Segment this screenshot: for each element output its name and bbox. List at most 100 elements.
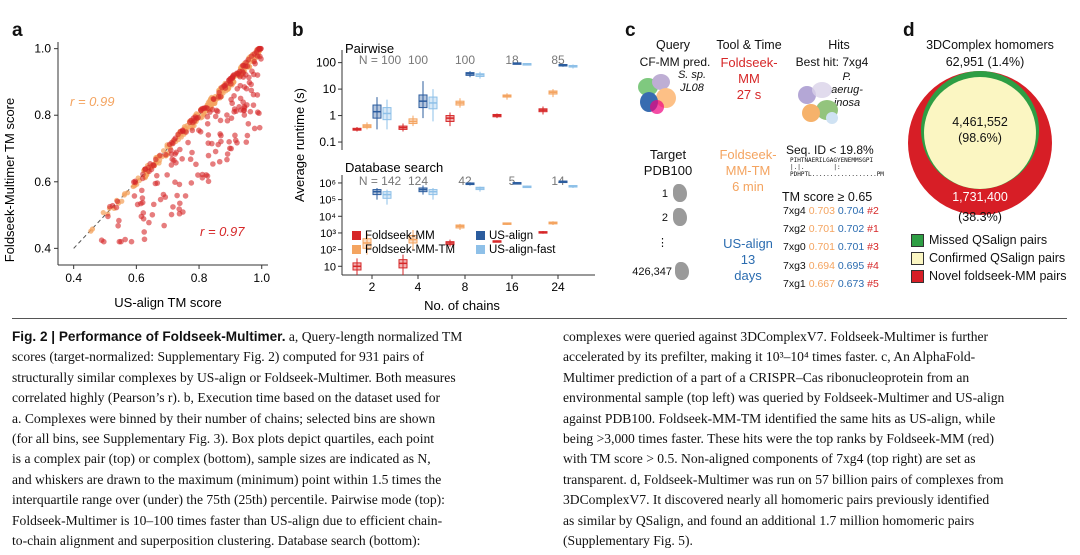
tm-score-row: 7xg3 0.694 0.695 #4 bbox=[783, 260, 879, 272]
panel-a-scatter: 0.4 0.4 0.6 0.6 0.8 0.8 1.0 1.0 Foldseek-Multim… bbox=[2, 42, 270, 310]
target-structure-icon bbox=[673, 208, 687, 226]
scatter-point-red bbox=[245, 120, 252, 127]
scatter-point-red bbox=[193, 161, 199, 168]
scatter-point-red bbox=[218, 138, 224, 145]
scatter-point-red bbox=[160, 191, 167, 198]
tm-row-id: 7xg0 bbox=[783, 241, 806, 254]
scatter-point-red bbox=[241, 112, 248, 118]
scatter-point-red bbox=[203, 104, 209, 111]
scatter-point-red bbox=[157, 196, 164, 203]
y-tick-label: 10 bbox=[324, 261, 336, 273]
scatter-point-red bbox=[142, 166, 149, 172]
scatter-point-red bbox=[244, 132, 251, 139]
tm-row-score-fmmtm: 0.694 bbox=[805, 259, 835, 272]
scatter-point-red bbox=[253, 49, 260, 55]
panel-d-title: 3DComplex homomers bbox=[926, 38, 1054, 52]
panel-d-label: d bbox=[903, 20, 915, 41]
scatter-point-red bbox=[195, 172, 201, 178]
caption-line: accelerated by its prefilter, making it … bbox=[563, 349, 976, 365]
scatter-point-red bbox=[162, 151, 169, 158]
scatter-point-red bbox=[189, 127, 196, 134]
tm-row-id: 7xg1 bbox=[783, 277, 806, 290]
scatter-point-orange bbox=[160, 148, 167, 154]
x-tick-label: 8 bbox=[462, 280, 469, 294]
legend-novel-label: Novel foldseek-MM pairs bbox=[929, 269, 1067, 283]
y-tick-label: 0.1 bbox=[319, 135, 336, 149]
panel-b-label: b bbox=[292, 20, 304, 41]
col-hits: Hits bbox=[828, 38, 850, 52]
panel-a-r-orange: r = 0.99 bbox=[70, 94, 114, 109]
scatter-point-red bbox=[248, 81, 254, 88]
y-tick-label: 10⁵ bbox=[319, 195, 336, 207]
caption-line: environmental sample (top left) was quer… bbox=[563, 390, 1005, 406]
scatter-point-red bbox=[232, 137, 239, 144]
scatter-point-red bbox=[243, 139, 250, 145]
caption-right-column: complexes were queried against 3DComplex… bbox=[563, 327, 1073, 551]
scatter-point-orange bbox=[156, 160, 162, 166]
scatter-point-red bbox=[116, 238, 123, 245]
scatter-point-red bbox=[189, 149, 195, 156]
y-tick-label: 1 bbox=[329, 109, 336, 123]
caption-line: interquartile range over (under) the 75t… bbox=[12, 492, 445, 508]
scatter-point-red bbox=[161, 222, 167, 229]
target-idx-last: 426,347 bbox=[632, 266, 672, 278]
target-structure-icon bbox=[675, 262, 689, 280]
panel-a-label: a bbox=[12, 20, 23, 41]
sample-size-label: N = 142 bbox=[359, 174, 402, 188]
scatter-point-red bbox=[185, 139, 191, 146]
x-tick-label: 4 bbox=[415, 280, 422, 294]
scatter-point-red bbox=[226, 139, 232, 145]
target-idx-dots: ⋮ bbox=[657, 237, 668, 249]
seq-id: Seq. ID < 19.8% bbox=[786, 143, 874, 157]
scatter-point-red bbox=[169, 156, 176, 163]
legend-swatch bbox=[476, 245, 485, 254]
x-tick-label: 2 bbox=[369, 280, 376, 294]
caption-line: Foldseek-Multimer is 10–100 times faster… bbox=[12, 512, 443, 528]
scatter-point-red bbox=[232, 132, 238, 139]
legend-missed-label: Missed QSalign pairs bbox=[929, 233, 1048, 247]
scatter-point-red bbox=[176, 206, 183, 212]
caption-line: is a complex pair (top) or complex (bott… bbox=[12, 451, 431, 467]
scatter-point-red bbox=[222, 82, 228, 89]
scatter-point-red bbox=[168, 151, 175, 157]
scatter-point-red bbox=[197, 129, 204, 135]
y-tick-label: 0.4 bbox=[34, 241, 51, 255]
sample-size-label: 5 bbox=[509, 174, 516, 188]
panel-d-top-count: 62,951 (1.4%) bbox=[945, 55, 1025, 69]
tm-row-score-fmmtm: 0.701 bbox=[805, 241, 835, 254]
scatter-point-red bbox=[204, 120, 211, 127]
scatter-point-red bbox=[228, 115, 235, 121]
legend-swatch bbox=[352, 245, 361, 254]
query-name: CF-MM pred. bbox=[639, 55, 711, 69]
caption-line: structurally similar complexes by US-ali… bbox=[12, 369, 456, 385]
scatter-point-red bbox=[256, 124, 263, 131]
scatter-point-red bbox=[187, 156, 194, 163]
caption-line: (for all bins, see Supplementary Fig. 3)… bbox=[12, 431, 435, 447]
x-tick-label: 0.4 bbox=[65, 271, 82, 285]
tm-score-row: 7xg1 0.667 0.673 #5 bbox=[783, 278, 879, 290]
tm-score-row: 7xg0 0.701 0.701 #3 bbox=[783, 241, 879, 253]
scatter-point-red bbox=[139, 187, 145, 194]
legend-label: Foldseek-MM-TM bbox=[365, 244, 455, 256]
scatter-point-red bbox=[235, 70, 241, 77]
scatter-point-red bbox=[188, 180, 195, 186]
tm-score-row: 7xg2 0.701 0.702 #1 bbox=[783, 223, 879, 235]
scatter-point-red bbox=[217, 131, 223, 137]
scatter-point-red bbox=[170, 204, 176, 210]
x-tick-label: 0.8 bbox=[191, 271, 208, 285]
scatter-point-red bbox=[251, 58, 258, 65]
scatter-point-red bbox=[227, 78, 234, 85]
y-tick-label: 10⁴ bbox=[319, 211, 336, 223]
tm-row-score-fmmtm: 0.701 bbox=[805, 223, 835, 236]
scatter-point-red bbox=[190, 115, 197, 122]
scatter-point-red bbox=[149, 211, 156, 218]
panel-b-bottom-title: Database search bbox=[345, 160, 443, 175]
hit-species: P. aerug-inosa bbox=[831, 71, 863, 109]
scatter-point-red bbox=[150, 201, 157, 208]
scatter-point-red bbox=[230, 72, 236, 79]
target-idx-1: 1 bbox=[661, 188, 668, 200]
scatter-point-red bbox=[146, 219, 152, 226]
scatter-point-red bbox=[254, 92, 261, 98]
tm-row-score-usalign: 0.702 bbox=[834, 223, 865, 236]
scatter-point-red bbox=[172, 179, 178, 186]
